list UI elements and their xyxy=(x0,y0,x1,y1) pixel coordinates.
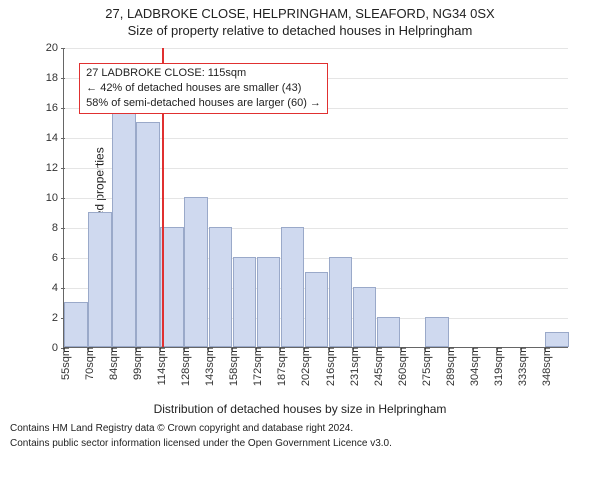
x-tick-label: 84sqm xyxy=(106,347,120,380)
histogram-bar xyxy=(329,257,353,347)
histogram-bar xyxy=(377,317,401,347)
histogram-bar xyxy=(425,317,449,347)
y-tick-label: 2 xyxy=(52,312,64,324)
x-tick-label: 114sqm xyxy=(154,347,168,385)
x-tick-label: 216sqm xyxy=(323,347,337,386)
gridline xyxy=(64,48,568,49)
histogram-bar xyxy=(545,332,569,347)
y-tick-label: 8 xyxy=(52,222,64,234)
chart-subtitle: Size of property relative to detached ho… xyxy=(0,21,600,40)
x-tick-label: 172sqm xyxy=(250,347,264,386)
x-tick-label: 187sqm xyxy=(274,347,288,386)
y-tick-label: 12 xyxy=(46,162,64,174)
x-tick-label: 304sqm xyxy=(467,347,481,386)
y-tick-label: 6 xyxy=(52,252,64,264)
x-tick-label: 70sqm xyxy=(82,347,96,380)
plot-area: 0246810121416182055sqm70sqm84sqm99sqm114… xyxy=(63,48,568,348)
x-tick-label: 128sqm xyxy=(178,347,192,386)
x-tick-label: 55sqm xyxy=(58,347,72,380)
y-tick-label: 14 xyxy=(46,132,64,144)
footer-line-2: Contains public sector information licen… xyxy=(0,435,600,450)
x-tick-label: 260sqm xyxy=(395,347,409,386)
annotation-box: 27 LADBROKE CLOSE: 115sqm← 42% of detach… xyxy=(79,63,328,114)
x-tick-label: 319sqm xyxy=(491,347,505,386)
histogram-bar xyxy=(233,257,257,347)
annotation-line: 27 LADBROKE CLOSE: 115sqm xyxy=(86,66,321,81)
x-tick-label: 202sqm xyxy=(298,347,312,386)
annotation-line: 58% of semi-detached houses are larger (… xyxy=(86,96,321,111)
histogram-bar xyxy=(353,287,377,347)
annotation-line: ← 42% of detached houses are smaller (43… xyxy=(86,81,321,96)
histogram-bar xyxy=(257,257,281,347)
y-tick-label: 4 xyxy=(52,282,64,294)
x-tick-label: 99sqm xyxy=(130,347,144,380)
histogram-bar xyxy=(112,107,136,347)
x-tick-label: 275sqm xyxy=(419,347,433,386)
x-tick-label: 158sqm xyxy=(226,347,240,386)
y-tick-label: 20 xyxy=(46,42,64,54)
histogram-bar xyxy=(305,272,329,347)
histogram-bar xyxy=(136,122,160,347)
histogram-bar xyxy=(209,227,233,347)
y-tick-label: 16 xyxy=(46,102,64,114)
x-tick-label: 348sqm xyxy=(539,347,553,386)
x-axis-label: Distribution of detached houses by size … xyxy=(5,402,595,416)
x-tick-label: 231sqm xyxy=(347,347,361,386)
histogram-bar xyxy=(88,212,112,347)
histogram-bar xyxy=(184,197,208,347)
chart-title-address: 27, LADBROKE CLOSE, HELPRINGHAM, SLEAFOR… xyxy=(0,0,600,21)
x-tick-label: 289sqm xyxy=(443,347,457,386)
histogram-bar xyxy=(64,302,88,347)
x-tick-label: 245sqm xyxy=(371,347,385,386)
x-tick-label: 333sqm xyxy=(515,347,529,386)
footer-line-1: Contains HM Land Registry data © Crown c… xyxy=(0,420,600,435)
y-tick-label: 10 xyxy=(46,192,64,204)
histogram-bar xyxy=(281,227,305,347)
y-tick-label: 18 xyxy=(46,72,64,84)
chart-container: Number of detached properties 0246810121… xyxy=(5,40,595,420)
x-tick-label: 143sqm xyxy=(202,347,216,386)
